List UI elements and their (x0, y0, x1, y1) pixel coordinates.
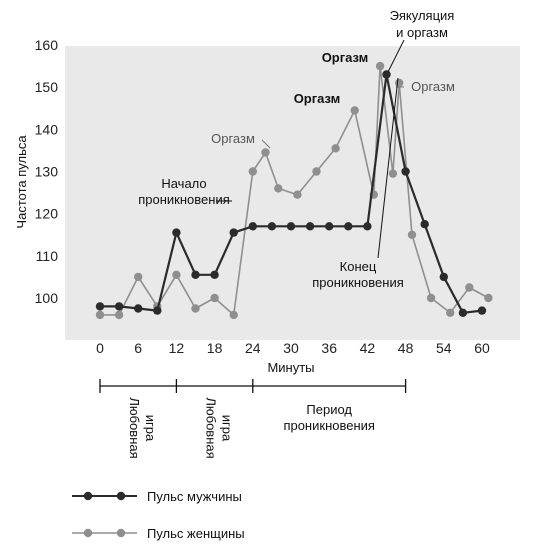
data-point-male (210, 270, 219, 279)
annotation-orgasm-middle: Оргазм (294, 91, 341, 106)
data-point-male (325, 222, 334, 231)
data-point-female (331, 144, 340, 153)
data-point-male (401, 167, 410, 176)
annotation-penetration-end: Конец (340, 259, 377, 274)
data-point-female (350, 106, 359, 115)
x-tick-label: 6 (134, 340, 142, 356)
data-point-female (395, 78, 404, 88)
x-tick-label: 36 (321, 340, 337, 356)
y-tick-label: 150 (35, 79, 59, 95)
annotation-orgasm-female-left: Оргазм (211, 131, 255, 146)
data-point-male (153, 306, 162, 315)
data-point-male (172, 228, 181, 237)
y-axis-label: Частота пульса (14, 135, 29, 229)
data-point-male (382, 70, 391, 79)
phase-label-foreplay: Любовная игра (204, 397, 235, 458)
annotation-and-orgasm: и оргазм (396, 25, 448, 40)
x-tick-label: 54 (436, 340, 452, 356)
data-point-male (458, 308, 468, 317)
phase-label-line: Любовная (127, 397, 142, 458)
data-point-female (229, 310, 238, 320)
legend-female-label: Пульс женщины (147, 526, 245, 541)
legend-male-marker (83, 491, 93, 501)
data-point-male (286, 222, 296, 231)
data-point-female (248, 167, 257, 176)
data-point-male (114, 302, 124, 311)
data-point-female (312, 167, 321, 176)
legend-female-marker (116, 528, 126, 538)
data-point-male (305, 222, 315, 231)
data-point-female (484, 293, 493, 303)
legend-female-marker (83, 528, 93, 538)
data-point-female (274, 184, 283, 193)
data-point-male (363, 222, 372, 231)
data-point-male (477, 306, 487, 315)
x-tick-label: 18 (207, 340, 223, 356)
annotation-penetration-start-2: проникновения (138, 192, 230, 207)
x-tick-label: 12 (169, 340, 185, 356)
leader-orgasm-female-left (261, 139, 271, 149)
data-point-female (388, 169, 398, 178)
data-point-male (439, 272, 448, 282)
leader-penetration-end (377, 77, 399, 259)
y-tick-label: 130 (35, 164, 59, 180)
legend-male-marker (116, 491, 126, 501)
y-tick-label: 100 (35, 290, 59, 306)
phase-label-line: игра (220, 415, 235, 442)
data-point-female (261, 148, 270, 157)
x-axis-label: Минуты (267, 360, 314, 375)
data-point-female (446, 308, 455, 317)
legend-male-label: Пульс мужчины (147, 489, 242, 504)
x-tick-label: 48 (398, 340, 414, 356)
data-point-female (114, 310, 124, 320)
x-tick-label: 30 (283, 340, 299, 356)
data-point-female (465, 283, 474, 292)
data-point-male (420, 220, 429, 229)
x-tick-label: 24 (245, 340, 261, 356)
phase-label-penetration: проникновения (283, 418, 375, 433)
data-point-male (344, 222, 353, 231)
x-tick-label: 0 (96, 340, 104, 356)
y-tick-label: 110 (36, 248, 59, 264)
annotation-penetration-end-2: проникновения (312, 275, 404, 290)
y-tick-label: 120 (35, 206, 59, 222)
data-point-male (248, 222, 257, 231)
leader-ejaculation (387, 39, 405, 73)
data-point-female (375, 61, 385, 71)
data-point-male (191, 270, 200, 279)
data-point-female (134, 272, 143, 282)
y-tick-label: 140 (35, 121, 59, 137)
annotation-orgasm-female-right: Оргазм (411, 79, 455, 94)
data-point-male (267, 222, 277, 231)
phase-label-foreplay: Любовная игра (127, 397, 158, 458)
y-tick-label: 160 (35, 37, 59, 53)
data-point-female (172, 270, 181, 279)
data-point-female (293, 190, 302, 199)
data-point-female (95, 310, 105, 320)
data-point-female (426, 293, 436, 303)
annotation-ejaculation: Эякуляция (390, 8, 455, 23)
series-line-female (100, 65, 489, 316)
annotation-orgasm-male-top: Оргазм (322, 50, 369, 65)
phase-label-line: игра (143, 415, 158, 442)
annotation-penetration-start: Начало (161, 176, 206, 191)
phase-label-penetration: Период (306, 402, 352, 417)
x-tick-label: 60 (474, 340, 490, 356)
data-point-male (134, 304, 143, 313)
data-point-male (95, 302, 105, 311)
data-point-female (407, 230, 417, 239)
x-tick-label: 42 (360, 340, 376, 356)
data-point-female (210, 293, 219, 303)
phase-label-line: Любовная (204, 397, 219, 458)
data-point-female (191, 304, 200, 313)
data-point-male (229, 228, 238, 237)
